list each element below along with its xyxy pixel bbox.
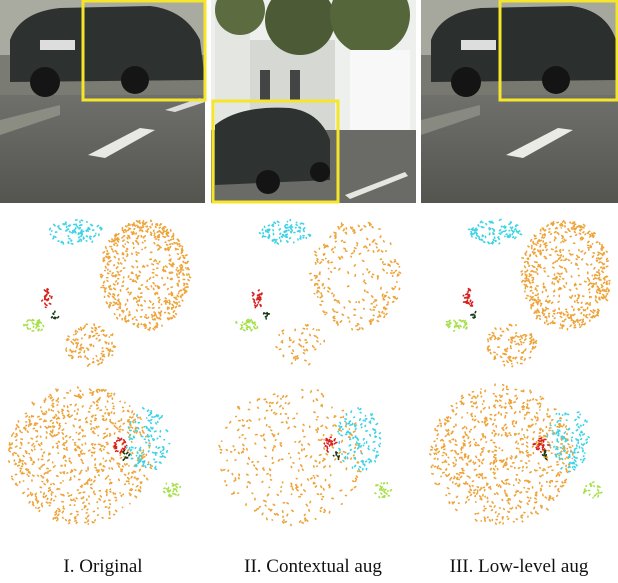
tsne-cyan	[469, 219, 522, 243]
tsne-orange	[328, 243, 385, 310]
tsne-orange	[66, 324, 116, 366]
tsne-green	[24, 320, 44, 331]
tsne-dark	[264, 313, 270, 319]
figure: I. Original II. Contextual aug III. Low-…	[0, 0, 618, 583]
tsne-orange	[430, 384, 573, 524]
tsne-orange	[276, 325, 324, 365]
tsne-red	[42, 289, 52, 308]
tsne-cyan	[547, 412, 589, 472]
tsne-red	[324, 437, 337, 452]
tsne-orange	[219, 390, 361, 526]
tsne-red	[252, 290, 262, 308]
page: I. Original II. Contextual aug III. Low-…	[0, 0, 618, 583]
tsne-orange	[100, 220, 190, 330]
tsne-dark	[471, 312, 476, 318]
tsne-orange	[537, 240, 597, 309]
tsne-green	[236, 320, 258, 331]
tsne-cyan	[259, 220, 310, 244]
tsne-orange	[487, 325, 536, 367]
tsne-red	[463, 289, 472, 306]
tsne-cyan	[50, 220, 102, 244]
tsne-cyan	[338, 408, 380, 470]
tsne-green	[164, 483, 181, 497]
tsne-orange	[521, 221, 610, 330]
caption: I. Original	[63, 556, 142, 577]
caption: III. Low-level aug	[450, 556, 589, 577]
photo-contextual	[211, 0, 416, 203]
caption: II. Contextual aug	[244, 556, 382, 577]
tsne-dark	[52, 311, 59, 318]
photo-original	[0, 0, 205, 203]
tsne-orange	[116, 241, 173, 305]
tsne-green	[446, 320, 467, 331]
photo-lowlevel	[421, 0, 618, 203]
tsne-green	[375, 483, 391, 498]
tsne-red	[533, 438, 549, 452]
tsne-dark	[123, 451, 130, 460]
tsne-green	[584, 482, 602, 498]
